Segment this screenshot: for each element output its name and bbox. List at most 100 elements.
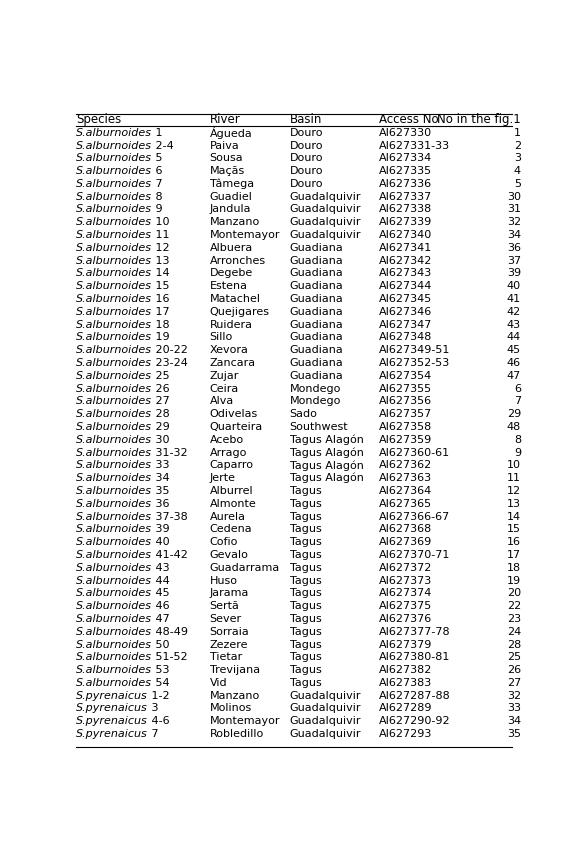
Text: S.alburnoides: S.alburnoides — [76, 153, 152, 164]
Text: S.alburnoides: S.alburnoides — [76, 473, 152, 483]
Text: Douro: Douro — [290, 153, 323, 164]
Text: Sillo: Sillo — [210, 332, 233, 343]
Text: S.alburnoides: S.alburnoides — [76, 486, 152, 496]
Text: AI627376: AI627376 — [379, 614, 432, 624]
Text: Guadiana: Guadiana — [290, 345, 343, 355]
Text: 32: 32 — [507, 691, 521, 700]
Text: S.alburnoides: S.alburnoides — [76, 422, 152, 432]
Text: 2: 2 — [514, 141, 521, 150]
Text: Guadalquivir: Guadalquivir — [290, 204, 361, 215]
Text: Guadiel: Guadiel — [210, 192, 253, 202]
Text: S.alburnoides: S.alburnoides — [76, 128, 152, 137]
Text: Ceira: Ceira — [210, 383, 239, 393]
Text: S.alburnoides: S.alburnoides — [76, 563, 152, 572]
Text: Acebo: Acebo — [210, 435, 244, 445]
Text: Jarama: Jarama — [210, 589, 249, 599]
Text: 17: 17 — [152, 307, 170, 317]
Text: Tagus: Tagus — [290, 627, 321, 637]
Text: Guadarrama: Guadarrama — [210, 563, 280, 572]
Text: 6: 6 — [152, 166, 162, 176]
Text: AI627380-81: AI627380-81 — [379, 652, 450, 662]
Text: 29: 29 — [152, 422, 170, 432]
Text: Guadalquivir: Guadalquivir — [290, 192, 361, 202]
Text: AI627331-33: AI627331-33 — [379, 141, 450, 150]
Text: 26: 26 — [152, 383, 170, 393]
Text: Cedena: Cedena — [210, 524, 253, 534]
Text: S.pyrenaicus: S.pyrenaicus — [76, 717, 148, 726]
Text: 28: 28 — [507, 639, 521, 650]
Text: Tagus Alagón: Tagus Alagón — [290, 460, 363, 471]
Text: 39: 39 — [507, 269, 521, 278]
Text: S.alburnoides: S.alburnoides — [76, 614, 152, 624]
Text: 13: 13 — [152, 255, 170, 265]
Text: S.alburnoides: S.alburnoides — [76, 255, 152, 265]
Text: 7: 7 — [148, 729, 158, 739]
Text: S.alburnoides: S.alburnoides — [76, 435, 152, 445]
Text: Tagus: Tagus — [290, 550, 321, 560]
Text: 3: 3 — [514, 153, 521, 164]
Text: Sorraia: Sorraia — [210, 627, 250, 637]
Text: 29: 29 — [507, 410, 521, 419]
Text: Gevalo: Gevalo — [210, 550, 249, 560]
Text: AI627382: AI627382 — [379, 665, 432, 675]
Text: Aurela: Aurela — [210, 511, 246, 522]
Text: 32: 32 — [507, 217, 521, 227]
Text: Douro: Douro — [290, 179, 323, 189]
Text: 34: 34 — [507, 230, 521, 240]
Text: S.pyrenaicus: S.pyrenaicus — [76, 729, 148, 739]
Text: 5: 5 — [152, 153, 162, 164]
Text: 51-52: 51-52 — [152, 652, 188, 662]
Text: 40: 40 — [507, 282, 521, 291]
Text: Montemayor: Montemayor — [210, 230, 280, 240]
Text: Sado: Sado — [290, 410, 317, 419]
Text: Tagus: Tagus — [290, 576, 321, 586]
Text: Tagus Alagón: Tagus Alagón — [290, 473, 363, 483]
Text: Tagus: Tagus — [290, 678, 321, 688]
Text: AI627342: AI627342 — [379, 255, 432, 265]
Text: Guadiana: Guadiana — [290, 294, 343, 304]
Text: River: River — [210, 114, 241, 126]
Text: 44: 44 — [152, 576, 170, 586]
Text: 27: 27 — [152, 396, 170, 406]
Text: Quarteira: Quarteira — [210, 422, 263, 432]
Text: Guadiana: Guadiana — [290, 243, 343, 253]
Text: AI627334: AI627334 — [379, 153, 432, 164]
Text: Guadiana: Guadiana — [290, 371, 343, 381]
Text: 54: 54 — [152, 678, 170, 688]
Text: S.alburnoides: S.alburnoides — [76, 269, 152, 278]
Text: AI627379: AI627379 — [379, 639, 432, 650]
Text: Guadiana: Guadiana — [290, 307, 343, 317]
Text: Alva: Alva — [210, 396, 234, 406]
Text: Trevijana: Trevijana — [210, 665, 260, 675]
Text: 14: 14 — [507, 511, 521, 522]
Text: 30: 30 — [152, 435, 170, 445]
Text: 25: 25 — [507, 652, 521, 662]
Text: Tagus: Tagus — [290, 614, 321, 624]
Text: AI627349-51: AI627349-51 — [379, 345, 450, 355]
Text: S.alburnoides: S.alburnoides — [76, 294, 152, 304]
Text: Jerte: Jerte — [210, 473, 236, 483]
Text: 33: 33 — [507, 704, 521, 713]
Text: Guadiana: Guadiana — [290, 282, 343, 291]
Text: 47: 47 — [152, 614, 170, 624]
Text: AI627346: AI627346 — [379, 307, 432, 317]
Text: Robledillo: Robledillo — [210, 729, 264, 739]
Text: S.alburnoides: S.alburnoides — [76, 217, 152, 227]
Text: S.alburnoides: S.alburnoides — [76, 204, 152, 215]
Text: AI627360-61: AI627360-61 — [379, 448, 450, 458]
Text: Manzano: Manzano — [210, 691, 260, 700]
Text: 44: 44 — [507, 332, 521, 343]
Text: AI627355: AI627355 — [379, 383, 432, 393]
Text: S.alburnoides: S.alburnoides — [76, 589, 152, 599]
Text: Southwest: Southwest — [290, 422, 348, 432]
Text: 8: 8 — [514, 435, 521, 445]
Text: 48: 48 — [507, 422, 521, 432]
Text: 7: 7 — [514, 396, 521, 406]
Text: Maçãs: Maçãs — [210, 166, 245, 176]
Text: Tagus: Tagus — [290, 639, 321, 650]
Text: Sousa: Sousa — [210, 153, 243, 164]
Text: Zezere: Zezere — [210, 639, 248, 650]
Text: 37: 37 — [507, 255, 521, 265]
Text: Ruidera: Ruidera — [210, 320, 253, 330]
Text: Albuera: Albuera — [210, 243, 253, 253]
